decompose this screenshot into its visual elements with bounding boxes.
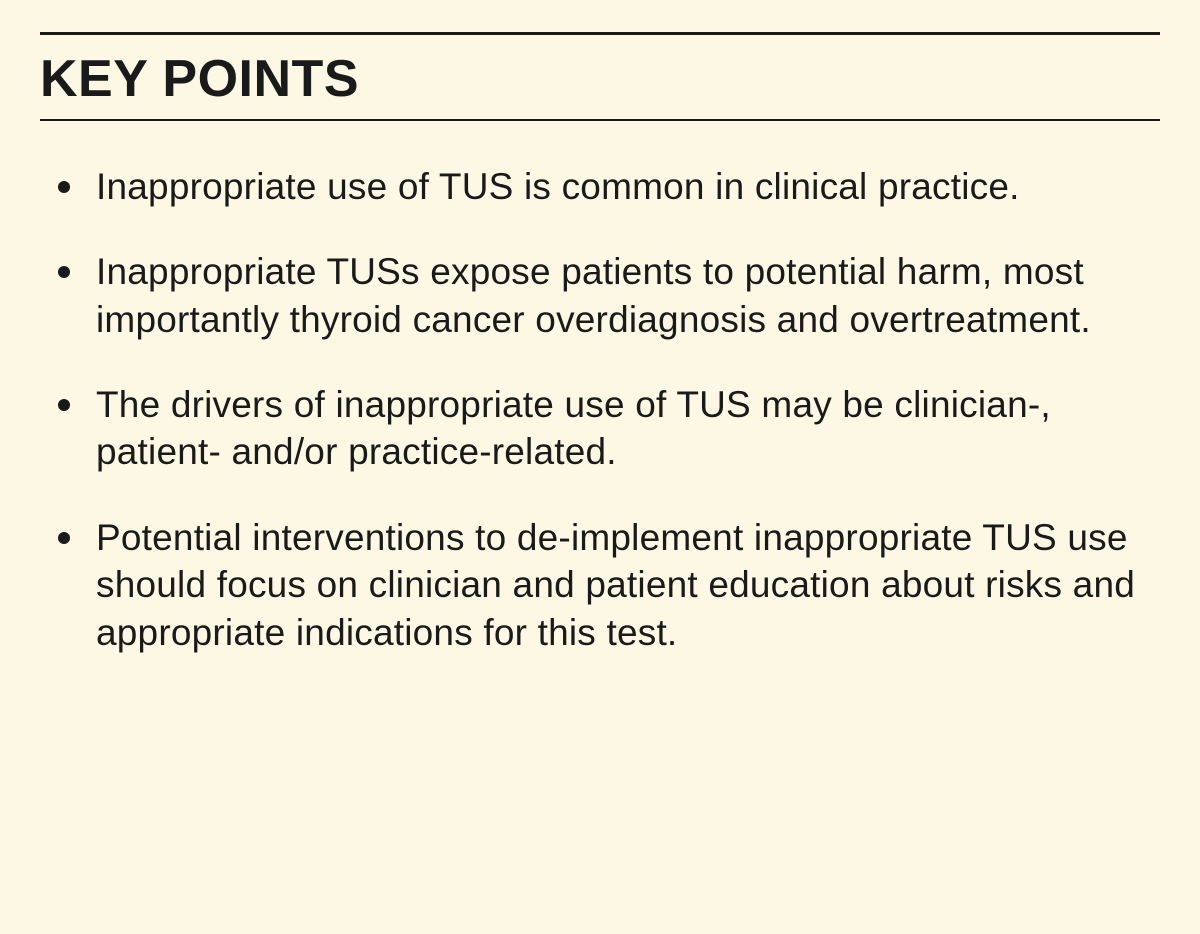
list-item: Inappropriate use of TUS is common in cl… [40,163,1160,210]
title-horizontal-rule [40,119,1160,121]
list-item: Potential interventions to de-implement … [40,514,1160,656]
key-points-title: KEY POINTS [40,49,1160,109]
key-points-list: Inappropriate use of TUS is common in cl… [40,163,1160,656]
top-horizontal-rule [40,32,1160,35]
list-item: Inappropriate TUSs expose patients to po… [40,248,1160,343]
list-item: The drivers of inappropriate use of TUS … [40,381,1160,476]
